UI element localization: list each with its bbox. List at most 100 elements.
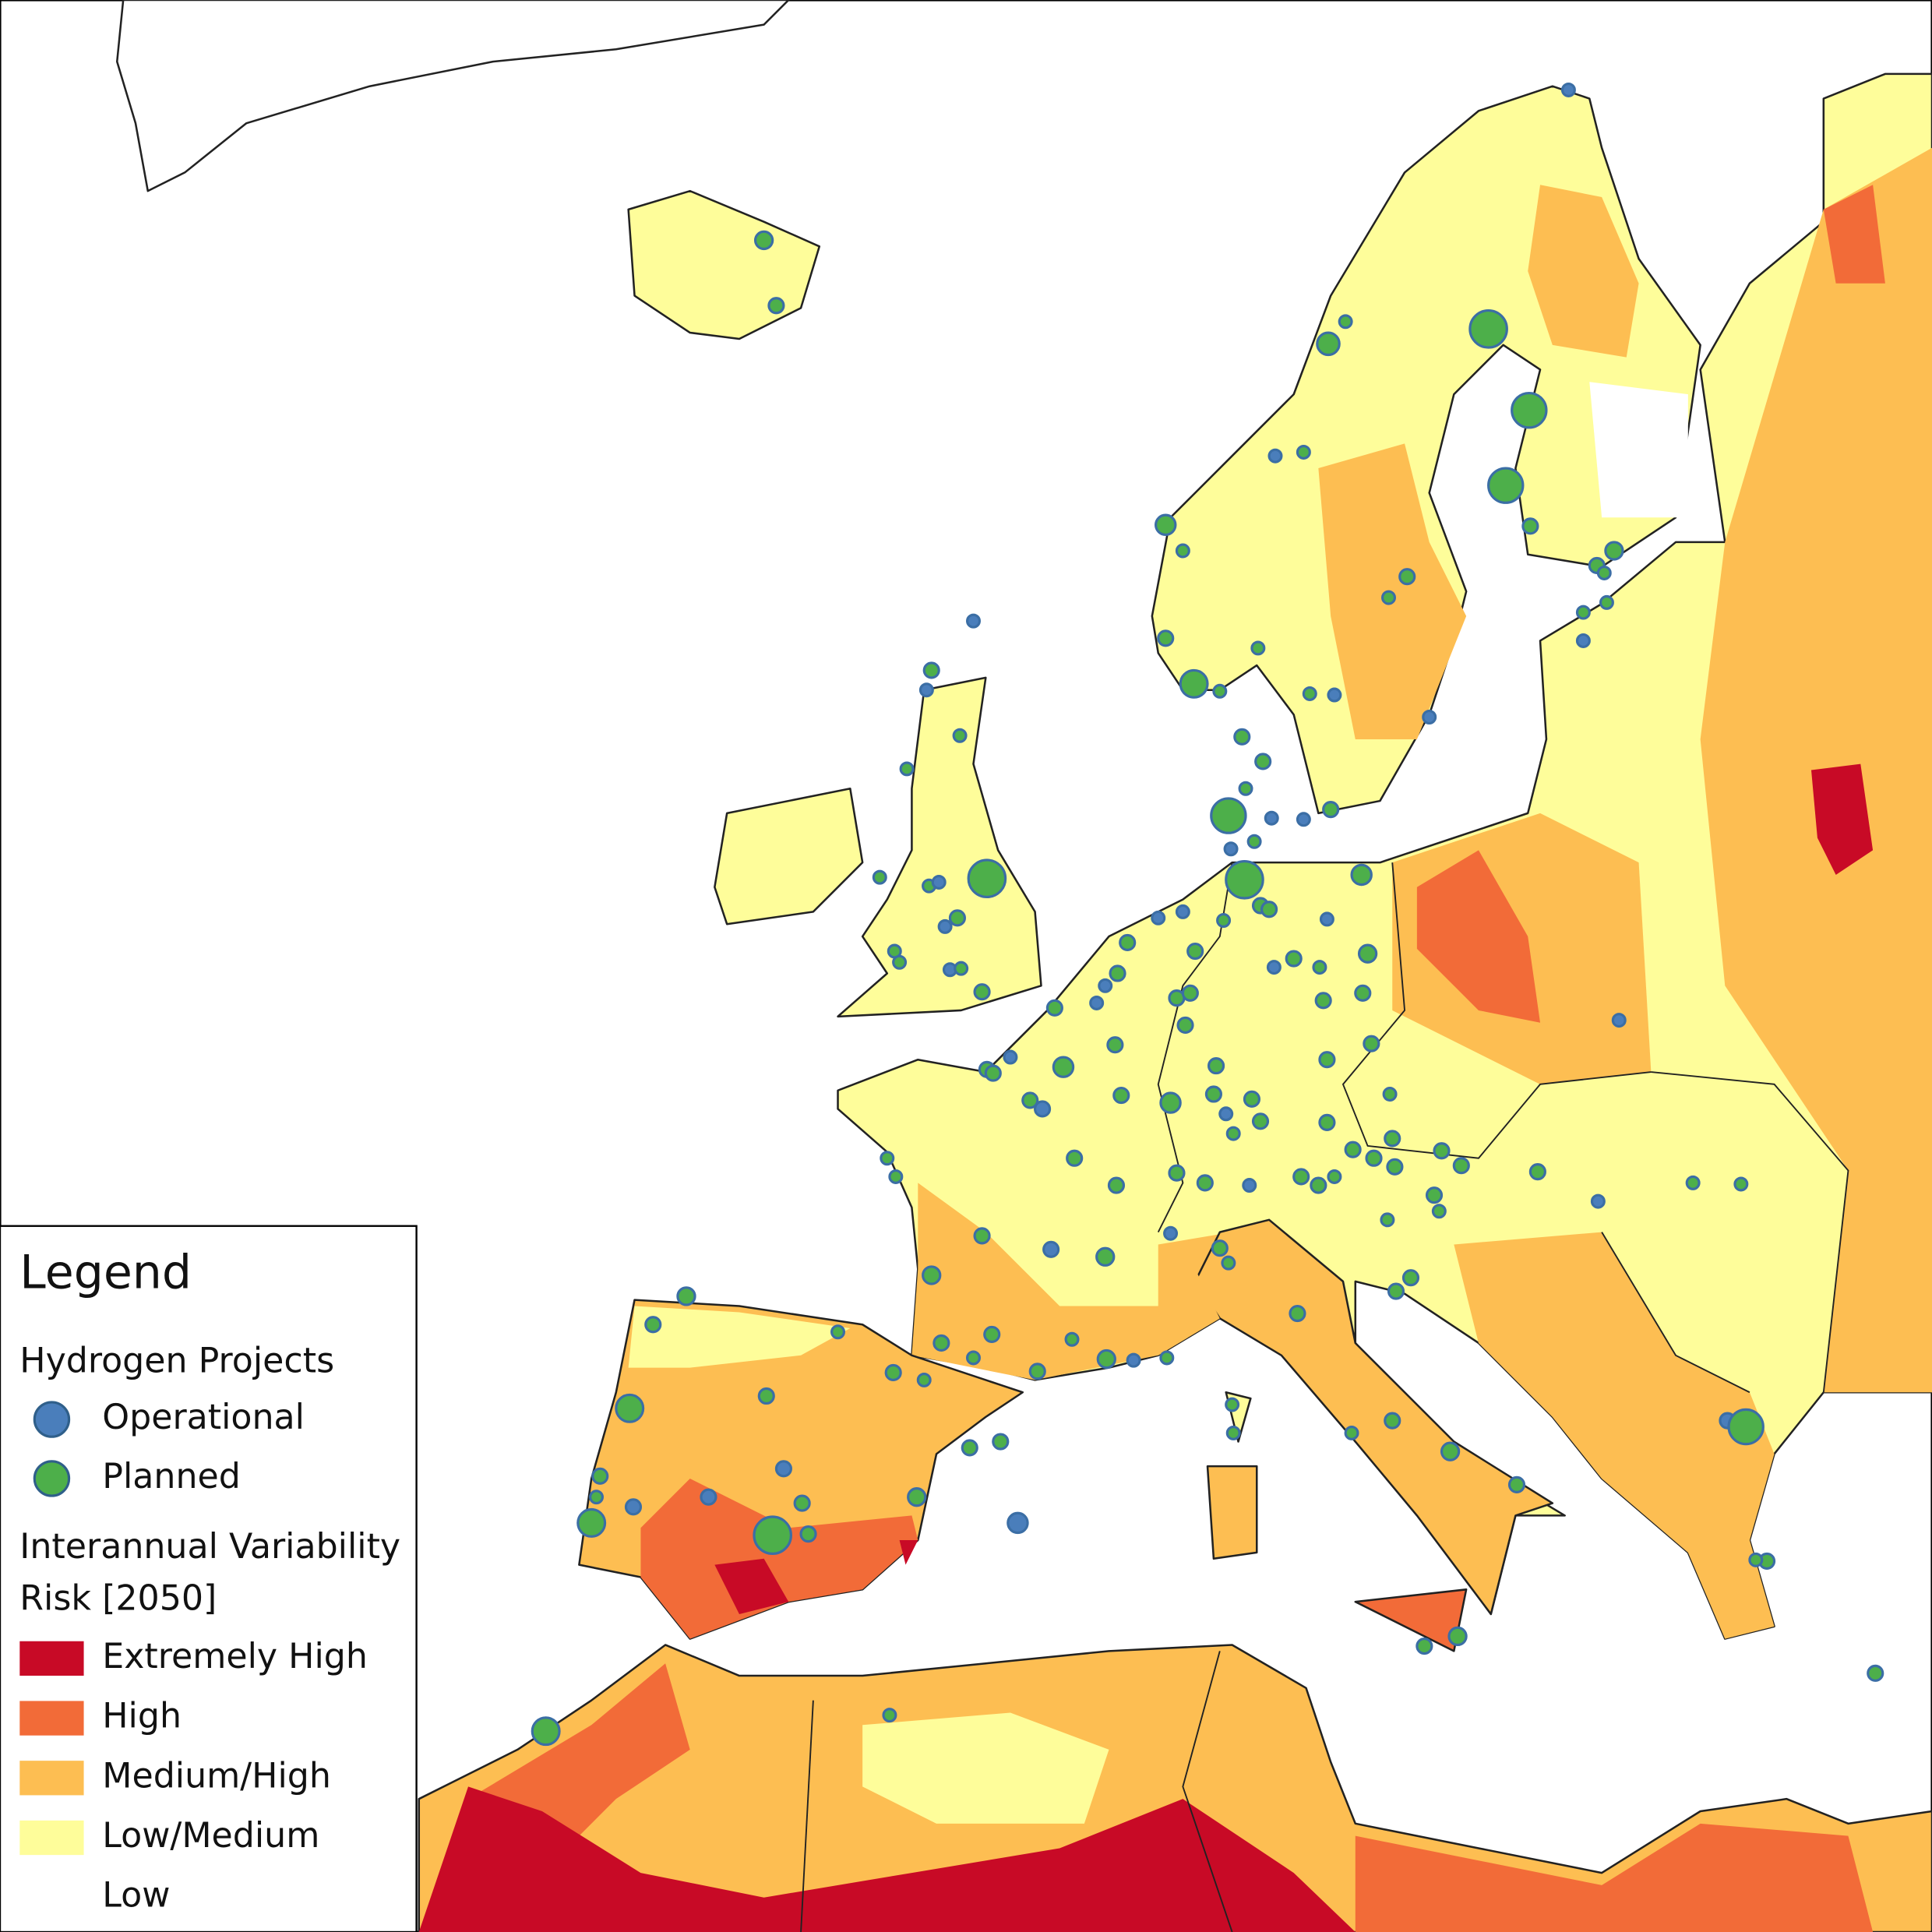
project-dot bbox=[937, 918, 953, 934]
project-dot bbox=[1151, 910, 1166, 925]
sicily bbox=[1354, 1588, 1468, 1652]
project-dot bbox=[884, 1363, 902, 1382]
project-dot bbox=[1107, 1176, 1126, 1194]
iberia-south-extreme bbox=[714, 1558, 789, 1614]
border bbox=[800, 1700, 814, 1932]
border bbox=[1651, 1071, 1849, 1393]
border bbox=[1182, 1651, 1233, 1932]
legend-symbol bbox=[33, 1401, 71, 1438]
legend-title: Legend bbox=[19, 1246, 192, 1300]
legend-swatch bbox=[19, 1761, 84, 1796]
project-dot bbox=[967, 858, 1007, 899]
project-dot bbox=[1384, 1412, 1401, 1430]
project-dot bbox=[984, 1064, 1002, 1082]
project-dot bbox=[1447, 1626, 1468, 1647]
project-dot bbox=[1168, 1164, 1186, 1182]
project-dot bbox=[1327, 687, 1342, 703]
project-dot bbox=[1175, 904, 1190, 919]
ukraine-extreme bbox=[1811, 763, 1874, 875]
project-dot bbox=[1354, 984, 1372, 1002]
project-dot bbox=[1296, 812, 1311, 827]
project-dot bbox=[1319, 911, 1334, 927]
ireland bbox=[714, 787, 864, 925]
project-dot bbox=[1318, 1113, 1336, 1131]
project-dot bbox=[1157, 629, 1175, 647]
project-dot bbox=[1357, 943, 1378, 964]
project-dot bbox=[1487, 467, 1525, 504]
project-dot bbox=[1398, 568, 1416, 586]
project-dot bbox=[1238, 781, 1253, 796]
project-dot bbox=[1316, 331, 1341, 357]
project-dot bbox=[1327, 1169, 1342, 1184]
project-dot bbox=[1045, 999, 1063, 1017]
project-dot bbox=[1386, 1158, 1404, 1176]
project-dot bbox=[1181, 984, 1199, 1002]
project-dot bbox=[1176, 1016, 1194, 1034]
project-dot bbox=[1254, 753, 1272, 770]
project-dot bbox=[1218, 1106, 1234, 1122]
project-dot bbox=[676, 1286, 696, 1306]
project-dot bbox=[1042, 1240, 1060, 1258]
project-dot bbox=[1685, 1175, 1701, 1190]
project-dot bbox=[1452, 1157, 1470, 1175]
project-dot bbox=[1225, 1425, 1241, 1440]
legend-swatch bbox=[19, 1820, 84, 1856]
italy bbox=[1193, 1218, 1554, 1616]
project-dot bbox=[1052, 1056, 1075, 1078]
project-dot bbox=[1163, 1225, 1179, 1241]
legend-label: High bbox=[102, 1697, 182, 1736]
project-dot bbox=[1233, 728, 1251, 746]
project-dot bbox=[983, 1325, 1001, 1343]
project-dot bbox=[1289, 1304, 1306, 1323]
project-dot bbox=[1212, 683, 1228, 699]
balkans-medium-high bbox=[1454, 1232, 1775, 1639]
project-dot bbox=[1250, 640, 1266, 656]
north-africa-east-high bbox=[1355, 1823, 1874, 1932]
project-dot bbox=[589, 1490, 604, 1505]
project-dot bbox=[954, 961, 969, 976]
legend-label: Medium/High bbox=[102, 1756, 331, 1796]
project-dot bbox=[1363, 1035, 1380, 1052]
project-dot bbox=[1064, 1331, 1080, 1347]
project-dot bbox=[1223, 841, 1239, 857]
project-dot bbox=[933, 1334, 950, 1352]
project-dot bbox=[973, 1227, 991, 1245]
project-dot bbox=[1310, 1176, 1327, 1194]
project-dot bbox=[1380, 1212, 1395, 1228]
project-dot bbox=[1251, 1112, 1270, 1130]
project-dot bbox=[1521, 517, 1539, 535]
project-dot bbox=[615, 1393, 645, 1423]
project-dot bbox=[644, 1316, 662, 1334]
project-dot bbox=[1246, 834, 1262, 849]
border bbox=[1601, 1232, 1750, 1394]
iberia-east-extreme bbox=[899, 1540, 918, 1565]
project-dot bbox=[948, 909, 967, 927]
project-dot bbox=[1225, 859, 1264, 900]
project-dot bbox=[966, 1350, 981, 1366]
great-britain bbox=[837, 676, 1042, 1018]
legend-section-title: Risk [2050] bbox=[19, 1579, 217, 1619]
project-dot bbox=[1089, 995, 1105, 1010]
project-dot bbox=[952, 728, 968, 743]
project-dot bbox=[1225, 1397, 1240, 1412]
project-dot bbox=[757, 1387, 775, 1405]
project-dot bbox=[591, 1467, 609, 1485]
project-dot bbox=[1208, 1057, 1225, 1075]
poland-high bbox=[1416, 850, 1541, 1023]
project-dot bbox=[1416, 1637, 1433, 1655]
project-dot bbox=[1095, 1246, 1116, 1267]
project-dot bbox=[1126, 1352, 1141, 1368]
sardinia bbox=[1206, 1465, 1258, 1560]
project-dot bbox=[1109, 964, 1126, 982]
project-dot bbox=[1028, 1363, 1046, 1380]
project-dot bbox=[576, 1507, 607, 1538]
legend-box bbox=[0, 1225, 418, 1932]
project-dot bbox=[922, 661, 940, 679]
project-dot bbox=[624, 1498, 643, 1516]
project-dot bbox=[1225, 1126, 1241, 1141]
project-dot bbox=[1266, 960, 1282, 975]
project-dot bbox=[1098, 978, 1113, 993]
legend-label: Extremely High bbox=[102, 1637, 368, 1676]
project-dot bbox=[892, 954, 908, 970]
project-dot bbox=[880, 1151, 895, 1166]
